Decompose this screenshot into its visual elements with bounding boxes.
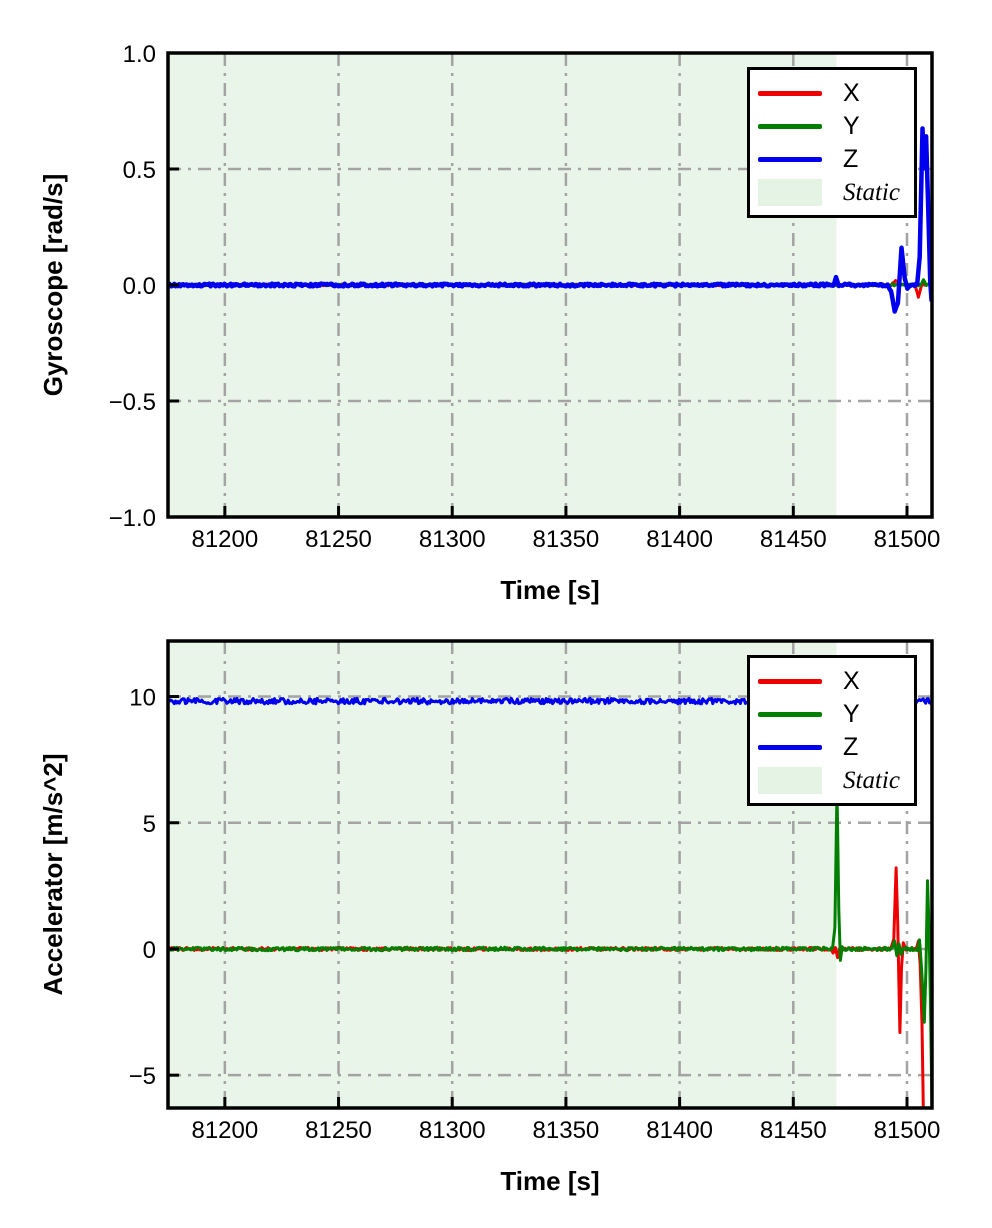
legend-label-y: Y	[843, 700, 860, 728]
y-axis-label: Accelerator [m/s^2]	[38, 753, 68, 995]
legend-item-static: Static	[758, 176, 914, 209]
y-tick-label: −5	[129, 1063, 156, 1090]
legend-line-swatch-z	[758, 745, 822, 750]
x-tick-label: 81400	[646, 1117, 713, 1144]
legend-line-swatch-z	[758, 157, 822, 162]
x-tick-label: 81250	[305, 1117, 372, 1144]
y-tick-label: 5	[143, 811, 156, 838]
legend-item-x: X	[758, 77, 914, 110]
x-tick-label: 81200	[191, 526, 258, 553]
y-tick-label: −1.0	[109, 505, 156, 532]
x-tick-label: 81450	[760, 526, 827, 553]
x-tick-label: 81450	[760, 1117, 827, 1144]
y-tick-label: 1.0	[123, 41, 156, 68]
x-tick-label: 81350	[533, 526, 600, 553]
legend-item-z: Z	[758, 143, 914, 176]
x-tick-label: 81400	[646, 526, 713, 553]
x-tick-label: 81500	[874, 526, 941, 553]
legend-item-z: Z	[758, 731, 914, 764]
y-tick-label: 0	[143, 937, 156, 964]
y-tick-label: 0.0	[123, 273, 156, 300]
legend-label-y: Y	[843, 112, 860, 140]
legend-accelerator: X Y Z Static	[747, 655, 917, 806]
legend-item-static: Static	[758, 764, 914, 797]
x-tick-label: 81200	[191, 1117, 258, 1144]
series-y-line	[168, 787, 932, 1108]
y-axis-label: Gyroscope [rad/s]	[38, 174, 68, 397]
x-axis-label: Time [s]	[500, 575, 599, 605]
accelerator-chart: 81200 81250 81300 81350 81400 81450 81500 10 5 0 −…	[38, 639, 941, 1196]
x-tick-label: 81300	[419, 526, 486, 553]
legend-line-swatch-x	[758, 679, 822, 684]
legend-label-z: Z	[843, 733, 859, 761]
x-tick-label: 81250	[305, 526, 372, 553]
y-tick-label: 10	[129, 685, 156, 712]
legend-label-static: Static	[843, 767, 900, 794]
x-tick-label: 81300	[419, 1117, 486, 1144]
x-tick-label: 81350	[533, 1117, 600, 1144]
legend-patch-swatch-static	[758, 179, 822, 206]
x-axis-label: Time [s]	[500, 1166, 599, 1196]
legend-patch-swatch-static	[758, 767, 822, 794]
x-tick-label: 81500	[874, 1117, 941, 1144]
legend-item-x: X	[758, 665, 914, 698]
legend-label-x: X	[843, 79, 860, 107]
gyroscope-chart: 81200 81250 81300 81350 81400 81450 81500 1.0 0.…	[38, 41, 940, 605]
legend-label-x: X	[843, 667, 860, 695]
legend-label-z: Z	[843, 145, 859, 173]
legend-line-swatch-x	[758, 91, 822, 96]
y-tick-label: −0.5	[109, 389, 156, 416]
series-z-line	[168, 126, 932, 314]
legend-label-static: Static	[843, 179, 900, 206]
y-tick-label: 0.5	[123, 157, 156, 184]
legend-item-y: Y	[758, 110, 914, 143]
static-region	[168, 641, 837, 1108]
legend-gyroscope: X Y Z Static	[747, 67, 917, 218]
plot-frame	[166, 639, 934, 1110]
legend-line-swatch-y	[758, 124, 822, 129]
legend-line-swatch-y	[758, 712, 822, 717]
legend-item-y: Y	[758, 698, 914, 731]
